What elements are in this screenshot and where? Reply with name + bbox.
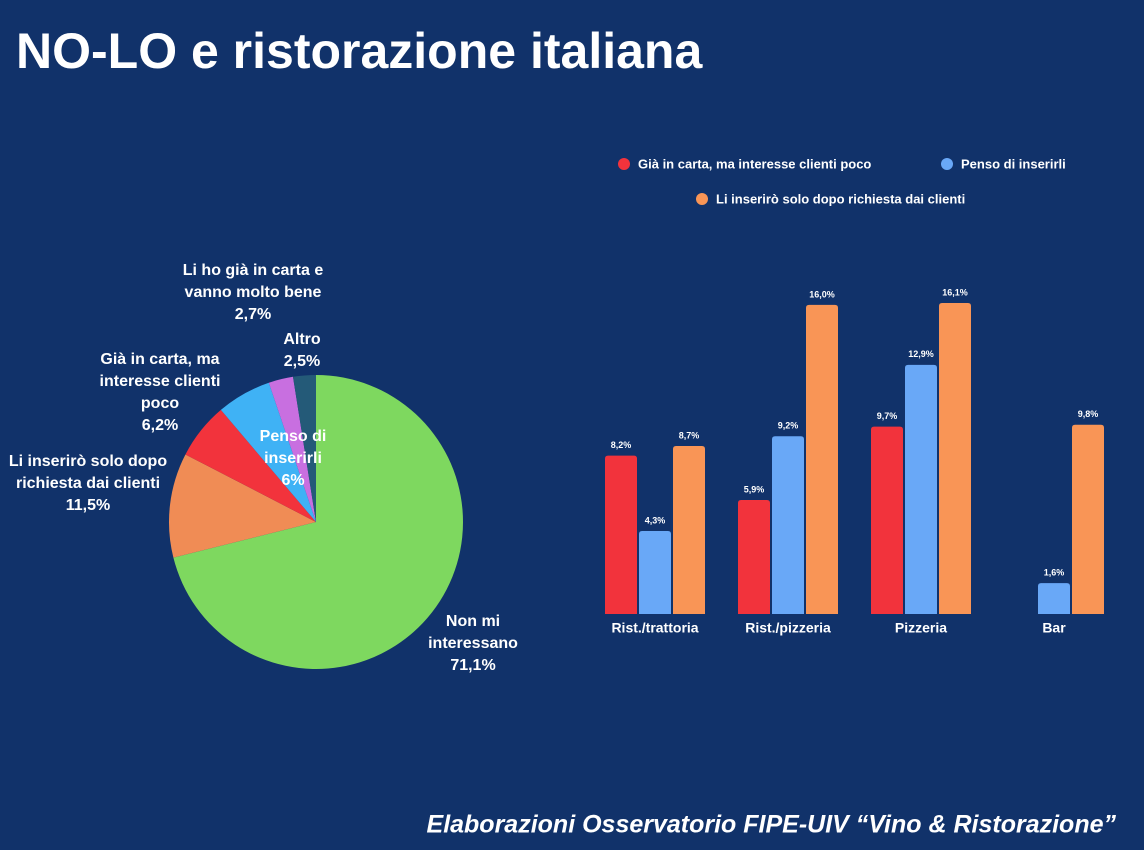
pie-value-label: 71,1% xyxy=(450,657,496,674)
pie-category: Non mi interessano xyxy=(428,613,518,652)
bar-value-label: 9,8% xyxy=(1078,409,1099,419)
pie-value-label: 2,7% xyxy=(234,306,272,323)
bar xyxy=(1072,424,1104,614)
legend-label: Li inserirò solo dopo richiesta dai clie… xyxy=(716,191,965,206)
legend-marker xyxy=(941,158,953,170)
pie-slice xyxy=(185,409,316,522)
bar-value-label: 12,9% xyxy=(908,349,934,359)
footer: Elaborazioni Osservatorio FIPE-UIV “Vino… xyxy=(427,811,1117,839)
legend-label: Penso di inserirli xyxy=(961,156,1066,171)
pie-value-label: 6% xyxy=(281,472,305,489)
pie-category: Penso di inserirli xyxy=(259,428,327,467)
bar-value-label: 8,2% xyxy=(611,440,632,450)
slide-title: NO-LO e ristorazione italiana xyxy=(16,23,703,79)
bar xyxy=(1038,583,1070,614)
pie-category: Li ho già in carta e vanno molto bene xyxy=(182,262,324,301)
bar xyxy=(673,445,705,614)
pie-label: Li ho già in carta e vanno molto bene 2,7… xyxy=(158,260,348,326)
bar-value-label: 16,1% xyxy=(942,287,968,297)
x-tick-label: Rist./pizzeria xyxy=(745,620,831,636)
x-tick-label: Rist./trattoria xyxy=(611,620,698,636)
pie-value-label: 6,2% xyxy=(141,417,179,434)
bar-value-label: 1,6% xyxy=(1044,567,1065,577)
pie-label: Non mi interessano 71,1% xyxy=(403,611,543,677)
pie-slice xyxy=(220,382,316,522)
bar xyxy=(871,426,903,614)
legend-marker xyxy=(618,158,630,170)
bar-value-label: 8,7% xyxy=(679,430,700,440)
pie-label: Altro 2,5% xyxy=(262,329,342,373)
bar-value-label: 5,9% xyxy=(744,484,765,494)
pie-category: Li inserirò solo dopo richiesta dai clie… xyxy=(8,453,168,492)
bar-value-label: 4,3% xyxy=(645,515,666,525)
bar xyxy=(639,530,671,614)
x-tick-label: Bar xyxy=(1042,620,1066,636)
legend-marker xyxy=(696,193,708,205)
pie-label: Già in carta, ma interesse clienti poco 6… xyxy=(80,349,240,437)
bar xyxy=(605,455,637,614)
pie-category: Già in carta, ma interesse clienti poco xyxy=(99,351,221,412)
bar xyxy=(806,304,838,614)
pie-label: Penso di inserirli 6% xyxy=(243,426,343,492)
pie-value-label: 2,5% xyxy=(283,353,321,370)
pie-category: Altro xyxy=(283,331,321,348)
pie-label: Li inserirò solo dopo richiesta dai clie… xyxy=(8,451,168,517)
bar-value-label: 9,2% xyxy=(778,421,799,431)
bar xyxy=(939,303,971,614)
bar xyxy=(772,436,804,614)
pie-slice xyxy=(173,375,463,669)
pie-slice xyxy=(293,375,316,522)
x-tick-label: Pizzeria xyxy=(895,620,947,636)
bar-value-label: 16,0% xyxy=(809,289,835,299)
bar xyxy=(738,500,770,614)
pie-value-label: 11,5% xyxy=(65,497,111,514)
pie-slice xyxy=(268,376,316,522)
legend-label: Già in carta, ma interesse clienti poco xyxy=(638,156,871,171)
bar xyxy=(905,364,937,614)
pie-slice xyxy=(169,454,316,558)
bar-value-label: 9,7% xyxy=(877,411,898,421)
